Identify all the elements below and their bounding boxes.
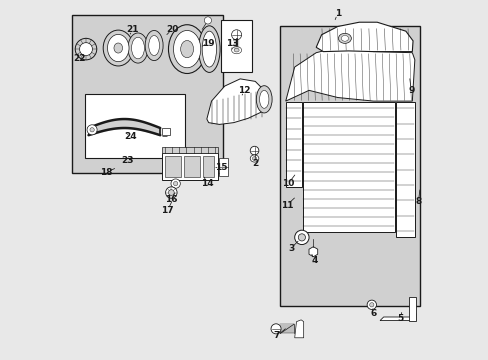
Bar <box>162 147 217 153</box>
Text: 17: 17 <box>161 206 173 215</box>
Ellipse shape <box>107 35 129 62</box>
Circle shape <box>294 230 308 244</box>
Polygon shape <box>285 47 414 101</box>
Ellipse shape <box>114 43 122 53</box>
Polygon shape <box>408 297 415 320</box>
Ellipse shape <box>250 155 258 162</box>
Text: 8: 8 <box>414 197 421 206</box>
Text: 11: 11 <box>280 201 292 210</box>
Bar <box>162 129 169 135</box>
Polygon shape <box>162 135 167 136</box>
Ellipse shape <box>256 86 271 113</box>
Text: 22: 22 <box>73 54 85 63</box>
Circle shape <box>87 125 97 135</box>
Circle shape <box>231 30 241 40</box>
Polygon shape <box>316 22 412 51</box>
Text: 21: 21 <box>126 25 139 34</box>
Circle shape <box>80 42 92 55</box>
Polygon shape <box>379 314 415 320</box>
Bar <box>184 156 200 177</box>
Circle shape <box>75 39 97 60</box>
Text: 13: 13 <box>225 39 238 48</box>
Polygon shape <box>294 320 303 338</box>
Text: 24: 24 <box>124 132 137 141</box>
Bar <box>221 21 251 72</box>
Ellipse shape <box>341 36 348 41</box>
Bar <box>280 26 419 306</box>
Polygon shape <box>285 102 301 187</box>
Text: 3: 3 <box>287 244 294 253</box>
Ellipse shape <box>198 26 220 72</box>
Ellipse shape <box>231 46 241 54</box>
Ellipse shape <box>128 33 148 63</box>
Polygon shape <box>302 102 394 232</box>
Circle shape <box>204 17 211 24</box>
Ellipse shape <box>259 90 268 108</box>
Ellipse shape <box>252 157 256 160</box>
Ellipse shape <box>202 31 216 67</box>
Polygon shape <box>206 79 265 125</box>
Circle shape <box>366 300 376 310</box>
Text: 20: 20 <box>165 25 178 34</box>
Ellipse shape <box>168 25 205 73</box>
Ellipse shape <box>103 30 133 66</box>
Ellipse shape <box>338 33 351 43</box>
Text: 9: 9 <box>407 86 414 95</box>
Text: 6: 6 <box>370 309 376 318</box>
Text: 23: 23 <box>122 156 134 165</box>
Circle shape <box>298 234 305 241</box>
Circle shape <box>168 190 174 195</box>
Circle shape <box>165 187 177 198</box>
Text: 18: 18 <box>100 168 112 177</box>
Ellipse shape <box>180 41 193 58</box>
Ellipse shape <box>145 31 163 60</box>
Polygon shape <box>395 102 414 237</box>
Text: 4: 4 <box>310 256 317 265</box>
Text: 14: 14 <box>200 179 213 188</box>
Circle shape <box>173 181 178 186</box>
Text: 16: 16 <box>164 195 177 204</box>
Text: 19: 19 <box>202 39 215 48</box>
Ellipse shape <box>148 36 159 55</box>
Bar <box>218 158 227 176</box>
Text: 5: 5 <box>397 314 403 323</box>
Bar <box>164 156 181 177</box>
Ellipse shape <box>173 31 201 68</box>
Bar <box>72 15 223 173</box>
Circle shape <box>250 146 258 155</box>
Bar <box>85 94 185 158</box>
Text: 12: 12 <box>238 86 250 95</box>
Bar <box>203 156 214 177</box>
Bar <box>162 153 217 180</box>
Text: 7: 7 <box>273 332 280 341</box>
Text: 15: 15 <box>215 163 227 172</box>
Circle shape <box>90 128 94 132</box>
Circle shape <box>369 303 373 307</box>
Circle shape <box>270 324 281 334</box>
Ellipse shape <box>234 48 239 52</box>
Circle shape <box>171 179 180 188</box>
Ellipse shape <box>131 37 144 59</box>
Text: 10: 10 <box>282 179 294 188</box>
Text: 2: 2 <box>252 159 258 168</box>
Text: 1: 1 <box>334 9 340 18</box>
